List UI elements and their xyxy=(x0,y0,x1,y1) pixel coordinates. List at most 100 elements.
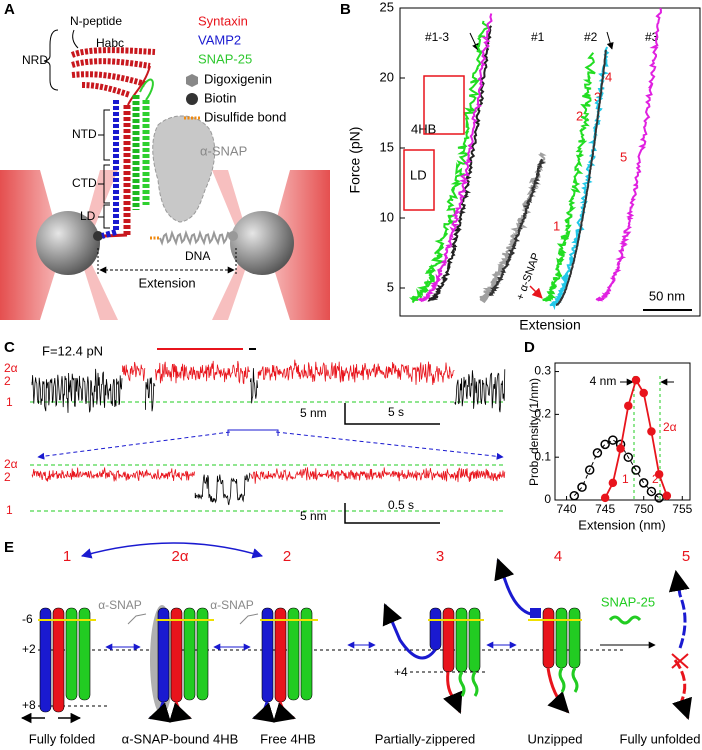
legend-symbol xyxy=(186,93,198,105)
bracket xyxy=(98,164,110,204)
bracket xyxy=(98,109,110,161)
panel-d: D Prob. density (1/nm) Extension (nm) 4 … xyxy=(524,339,693,532)
y-tick-label: 15 xyxy=(380,139,394,154)
legend-entry: Biotin xyxy=(204,90,237,105)
bracket xyxy=(98,204,110,229)
helix xyxy=(555,607,568,669)
legend-entry: VAMP2 xyxy=(198,32,241,47)
force-trace xyxy=(408,20,492,304)
crosslink xyxy=(671,653,689,669)
extension-trace xyxy=(194,472,251,506)
caption: Free 4HB xyxy=(260,731,316,746)
helix xyxy=(542,607,555,669)
label: DNA xyxy=(185,249,210,263)
force-trace xyxy=(416,13,493,303)
highlight-box xyxy=(423,75,465,135)
trace-label: #1 xyxy=(531,30,545,44)
state-label: 5 xyxy=(620,149,627,164)
caption: Unzipped xyxy=(528,731,583,746)
linker xyxy=(147,701,172,723)
density-point-open xyxy=(623,452,634,462)
y-tick-label: 0.3 xyxy=(534,364,551,378)
force-trace xyxy=(488,158,546,297)
state-label: 1 xyxy=(63,548,71,565)
y-tick-label: 0 xyxy=(544,492,551,506)
domain-label: CTD xyxy=(72,176,97,190)
unfolded-vamp2 xyxy=(668,569,690,649)
domain-label: LD xyxy=(80,209,96,223)
density-point xyxy=(647,427,656,436)
y-tick-label: 0.2 xyxy=(534,407,551,421)
extension-trace xyxy=(257,359,455,386)
axis-title: Prob. density (1/nm) xyxy=(527,378,541,486)
extension-trace xyxy=(250,467,506,484)
helix xyxy=(530,608,541,618)
state-label: 2 xyxy=(576,108,583,123)
extension-trace xyxy=(454,369,506,413)
panel-letter: D xyxy=(524,339,535,356)
linker xyxy=(139,78,154,101)
state-label: 2 xyxy=(283,548,291,565)
snap25-tail xyxy=(458,671,479,697)
state-label: 1 xyxy=(6,395,13,409)
y-tick-label: 25 xyxy=(380,0,394,14)
density-point-open xyxy=(592,448,603,458)
extension-trace xyxy=(31,467,195,482)
trace-label: #2 xyxy=(584,30,598,44)
layer-label: +2 xyxy=(22,642,36,656)
label: Habc xyxy=(96,36,124,50)
plot-frame xyxy=(554,362,691,501)
x-tick-label: 750 xyxy=(634,502,654,516)
optical-trap xyxy=(268,170,330,320)
force-trace xyxy=(595,7,662,302)
bundles xyxy=(20,558,692,724)
density-point xyxy=(662,491,672,500)
density-point xyxy=(600,493,610,503)
dna xyxy=(159,229,234,246)
helix xyxy=(287,607,300,701)
pointer xyxy=(127,613,147,625)
alpha-snap xyxy=(152,115,216,223)
state-label: 2 xyxy=(4,470,11,484)
unzipped-syntaxin xyxy=(443,671,463,714)
density-point-open xyxy=(600,439,610,450)
helix xyxy=(52,607,65,713)
legend-symbol xyxy=(186,74,198,87)
helix xyxy=(300,607,313,701)
annotation: α-SNAP xyxy=(98,598,142,612)
caption: Fully folded xyxy=(29,731,95,746)
density-point xyxy=(608,478,618,488)
panel-letter: A xyxy=(4,1,15,18)
state-label: 1 xyxy=(553,218,560,233)
scale-label: 5 s xyxy=(388,405,404,419)
extension-trace xyxy=(250,368,258,404)
linker xyxy=(127,65,151,106)
zoom-arrow xyxy=(275,431,504,460)
annotation: α-SNAP xyxy=(210,598,254,612)
force-trace xyxy=(555,49,607,306)
helix xyxy=(39,607,52,713)
force-trace xyxy=(542,52,596,302)
panel-letter: E xyxy=(4,539,14,556)
legend-entry: SNAP-25 xyxy=(198,51,252,66)
unzipped-syntaxin xyxy=(546,667,570,714)
x-tick-label: 755 xyxy=(672,502,692,516)
unfolded-syntaxin xyxy=(672,659,692,720)
density-point-open xyxy=(584,465,595,475)
curve-label: 1 xyxy=(622,472,629,486)
panel-e: E 1 2α 2 3 4 5 -6 +2 +8 +4 α-SNAP α-SNAP… xyxy=(4,539,700,746)
brace xyxy=(43,29,59,91)
label: NRD xyxy=(22,53,48,67)
scale-label: 5 nm xyxy=(300,406,327,420)
state-label: 2α xyxy=(4,361,18,375)
panel-a: A NRD N-peptide Habc α-SNAP NTD CTD L xyxy=(0,1,330,320)
layer-label: -6 xyxy=(22,612,33,626)
zoom-arrow xyxy=(37,431,231,460)
density-point xyxy=(616,444,625,453)
caption: Fully unfolded xyxy=(620,731,701,746)
layer-label: +8 xyxy=(22,698,36,712)
x-tick-label: 740 xyxy=(557,502,577,516)
helix xyxy=(429,607,442,651)
density-point-open xyxy=(608,435,618,445)
